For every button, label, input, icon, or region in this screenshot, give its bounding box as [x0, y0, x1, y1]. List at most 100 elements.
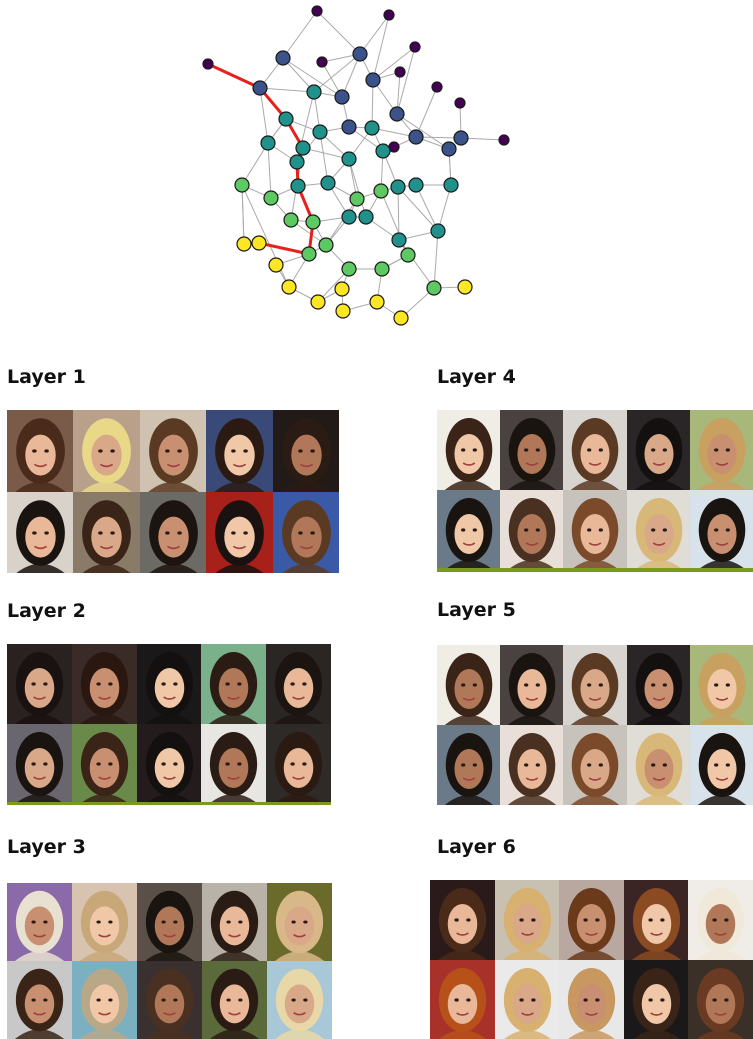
layer-3-grid — [7, 883, 332, 1039]
face-photo — [437, 645, 501, 725]
graph-node — [252, 80, 268, 96]
face-photo — [563, 725, 628, 805]
face-photo — [7, 491, 74, 573]
graph-node — [389, 106, 405, 122]
graph-edge — [282, 57, 315, 93]
graph-edge — [316, 10, 361, 55]
layer-2-underline — [7, 802, 331, 805]
graph-node — [335, 303, 351, 319]
layer-5-grid — [437, 645, 753, 805]
face-photo — [137, 883, 202, 961]
face-photo — [136, 724, 202, 804]
layer-4-underline — [437, 568, 753, 572]
face-photo — [272, 410, 339, 492]
graph-node — [373, 183, 389, 199]
face-photo — [266, 644, 331, 724]
face-photo — [7, 724, 72, 804]
graph-node — [341, 151, 357, 167]
face-photo — [266, 724, 331, 804]
graph-node — [278, 111, 294, 127]
face-photo — [500, 490, 565, 570]
graph-node — [369, 294, 385, 310]
graph-edge — [359, 14, 390, 55]
graph-node — [375, 143, 391, 159]
face-photo — [202, 961, 267, 1039]
graph-node — [306, 84, 322, 100]
graph-node — [430, 223, 446, 239]
layer-3-title: Layer 3 — [7, 836, 86, 858]
face-photo — [136, 644, 202, 724]
graph-edge — [372, 46, 416, 81]
face-photo — [73, 410, 141, 492]
layer-2-title: Layer 2 — [7, 600, 86, 622]
face-photo — [430, 880, 495, 960]
graph-node — [365, 72, 381, 88]
face-photo — [559, 880, 625, 960]
graph-node — [283, 212, 299, 228]
layer-1-title: Layer 1 — [7, 366, 86, 388]
graph-edge — [302, 147, 350, 160]
graph-node — [393, 310, 409, 326]
graph-node — [364, 120, 380, 136]
graph-node — [391, 232, 407, 248]
graph-node — [352, 46, 368, 62]
layer-5-title: Layer 5 — [437, 599, 516, 621]
graph-node — [305, 214, 321, 230]
face-photo — [72, 961, 137, 1039]
graph-edge — [371, 79, 374, 129]
graph-node — [443, 177, 459, 193]
face-photo — [206, 491, 274, 573]
graph-node — [400, 247, 416, 263]
graph-node — [334, 281, 350, 297]
face-photo — [563, 410, 628, 490]
graph-edge — [313, 53, 361, 93]
face-photo — [272, 491, 339, 573]
face-photo — [437, 410, 501, 490]
face-photo — [267, 883, 332, 961]
graph-edge — [348, 158, 367, 218]
face-photo — [7, 961, 72, 1039]
face-photo — [689, 490, 753, 570]
graph-node — [202, 58, 214, 70]
face-photo — [139, 491, 207, 573]
graph-edge — [437, 184, 452, 232]
graph-node — [310, 294, 326, 310]
graph-edge — [397, 186, 439, 232]
graph-node — [409, 41, 421, 53]
face-photo — [626, 410, 691, 490]
face-photo — [623, 880, 689, 960]
face-photo — [71, 644, 137, 724]
graph-node — [289, 154, 305, 170]
graph-edge — [319, 131, 329, 184]
face-photo — [201, 724, 267, 804]
graph-node — [454, 97, 466, 109]
graph-node — [408, 177, 424, 193]
face-photo — [206, 410, 274, 492]
face-photo — [437, 725, 501, 805]
graph-node — [441, 141, 457, 157]
graph-node — [290, 178, 306, 194]
layer-2-grid — [7, 644, 331, 804]
face-photo — [689, 725, 753, 805]
graph-node — [260, 135, 276, 151]
face-photo — [563, 645, 628, 725]
graph-edge — [372, 14, 390, 81]
face-photo — [73, 491, 141, 573]
graph-node — [275, 50, 291, 66]
graph-node — [234, 177, 250, 193]
face-photo — [7, 410, 74, 492]
layer-6-title: Layer 6 — [437, 836, 516, 858]
face-photo — [71, 724, 137, 804]
graph-edge — [397, 186, 400, 241]
graph-node — [408, 129, 424, 145]
graph-node — [263, 190, 279, 206]
graph-edge — [241, 142, 269, 186]
graph-edge — [259, 87, 315, 93]
face-photo — [563, 490, 628, 570]
graph-node — [301, 246, 317, 262]
graph-node — [341, 261, 357, 277]
face-photo — [559, 959, 625, 1039]
network-graph — [202, 5, 510, 326]
graph-node — [349, 191, 365, 207]
face-photo — [688, 880, 753, 960]
